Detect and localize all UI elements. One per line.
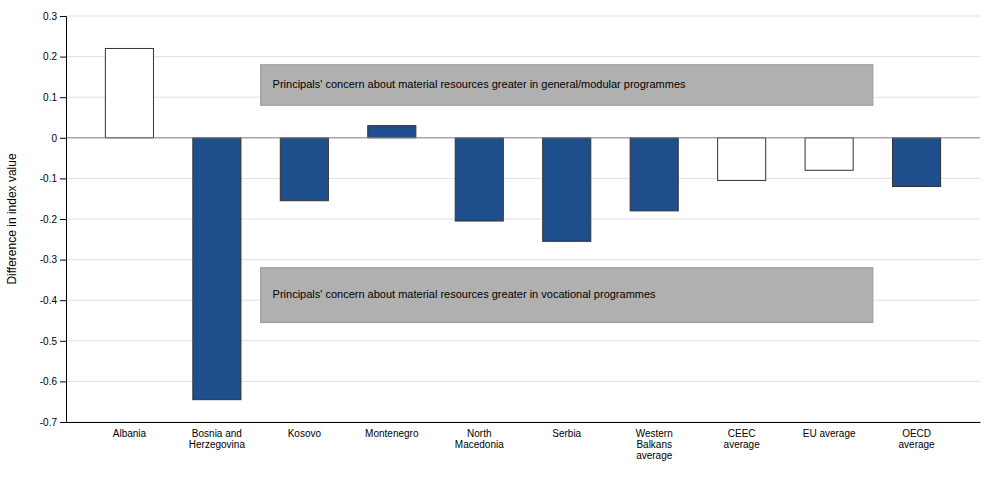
x-tick: NorthMacedonia: [455, 422, 504, 450]
y-tick-label: -0.6: [40, 376, 58, 387]
y-axis-line: [60, 17, 67, 423]
bar: [805, 138, 853, 170]
x-tick-label-line: Macedonia: [455, 439, 504, 450]
x-tick-label-line: Kosovo: [288, 428, 322, 439]
x-tick-label: NorthMacedonia: [455, 428, 504, 450]
grid-line: [66, 422, 980, 423]
y-tick-label: -0.1: [40, 173, 58, 184]
x-tick-label-line: Serbia: [552, 428, 581, 439]
y-tick-mark: [60, 260, 66, 261]
y-tick: -0.1: [40, 173, 66, 184]
y-tick-mark: [60, 16, 66, 17]
y-tick-label: 0.2: [43, 51, 57, 62]
bar: [543, 138, 591, 242]
x-tick: Kosovo: [288, 422, 322, 439]
annotations: Principals' concern about material resou…: [261, 65, 873, 323]
grid-line: [66, 137, 980, 138]
x-tick-label-line: average: [724, 439, 761, 450]
y-tick-label: -0.3: [40, 254, 58, 265]
x-tick-label: Montenegro: [365, 428, 419, 439]
bar: [105, 48, 153, 137]
y-tick: 0.2: [43, 51, 66, 62]
bar: [455, 138, 503, 221]
y-tick: 0: [51, 133, 66, 144]
x-tick-label: WesternBalkansaverage: [636, 428, 673, 461]
bar: [630, 138, 678, 211]
chart: -0.7 -0.6 -0.5 -0.4 -0.3 -0.2 -0.1 0 0.1 0.2 0.3 Al…: [0, 0, 1000, 486]
x-tick: CEECaverage: [724, 422, 761, 450]
x-tick: Bosnia andHerzegovina: [189, 422, 246, 450]
x-tick-label-line: Montenegro: [365, 428, 419, 439]
y-tick: -0.6: [40, 376, 66, 387]
grid: [66, 16, 980, 422]
grid-line: [66, 56, 980, 57]
y-tick: -0.5: [40, 336, 66, 347]
x-axis: Albania Bosnia andHerzegovina Kosovo Monten…: [67, 422, 981, 461]
bar: [280, 138, 328, 201]
x-tick-label-line: North: [467, 428, 491, 439]
x-tick-label-line: Balkans: [636, 439, 672, 450]
y-tick-mark: [60, 138, 66, 139]
y-tick-label: 0.1: [43, 92, 57, 103]
x-tick-label: EU average: [803, 428, 856, 439]
bar: [368, 126, 416, 138]
x-tick-label: Kosovo: [288, 428, 322, 439]
x-tick-label-line: CEEC: [728, 428, 756, 439]
x-tick: Albania: [113, 422, 147, 439]
y-tick-mark: [60, 57, 66, 58]
zero-line: [66, 137, 980, 138]
x-tick-label-line: average: [899, 439, 936, 450]
y-tick-label: 0.3: [43, 11, 57, 22]
y-tick-label: -0.2: [40, 214, 58, 225]
y-tick-mark: [60, 300, 66, 301]
y-tick-label: 0: [51, 133, 57, 144]
bars: [105, 48, 940, 399]
annotation: Principals' concern about material resou…: [273, 78, 686, 90]
x-tick-label-line: Bosnia and: [192, 428, 242, 439]
bar: [718, 138, 766, 181]
y-tick-label: -0.7: [40, 417, 58, 428]
annotation: Principals' concern about material resou…: [273, 288, 657, 300]
x-tick: WesternBalkansaverage: [636, 422, 673, 461]
y-tick: -0.7: [40, 417, 66, 428]
x-tick-label-line: average: [636, 450, 673, 461]
y-tick-mark: [60, 422, 66, 423]
grid-line: [66, 16, 980, 17]
x-tick-label: OECDaverage: [899, 428, 936, 450]
annotation-box: [261, 268, 873, 323]
y-tick: 0.1: [43, 92, 66, 103]
x-tick-label: Albania: [113, 428, 147, 439]
x-axis-line: [67, 422, 981, 423]
y-axis-title: Difference in index value: [5, 153, 19, 285]
x-tick-label-line: Herzegovina: [189, 439, 246, 450]
x-tick-label-line: Albania: [113, 428, 147, 439]
x-tick: EU average: [803, 422, 856, 439]
y-tick: -0.4: [40, 295, 66, 306]
y-tick-mark: [60, 178, 66, 179]
y-tick: -0.3: [40, 254, 66, 265]
y-tick-mark: [60, 341, 66, 342]
y-tick: 0.3: [43, 11, 66, 22]
x-tick-label-line: Western: [636, 428, 673, 439]
y-axis: -0.7 -0.6 -0.5 -0.4 -0.3 -0.2 -0.1 0 0.1 0.2 0.3: [40, 11, 67, 428]
x-tick-label: Serbia: [552, 428, 581, 439]
x-tick-label-line: EU average: [803, 428, 856, 439]
annotation-box: [261, 65, 873, 106]
x-tick: OECDaverage: [899, 422, 936, 450]
x-tick-label: CEECaverage: [724, 428, 761, 450]
y-tick-mark: [60, 219, 66, 220]
x-tick: Montenegro: [365, 422, 419, 439]
x-tick-label: Bosnia andHerzegovina: [189, 428, 246, 450]
y-tick: -0.2: [40, 214, 66, 225]
y-tick-mark: [60, 97, 66, 98]
y-tick-label: -0.5: [40, 336, 58, 347]
y-tick-label: -0.4: [40, 295, 58, 306]
bar: [193, 138, 241, 400]
bar: [893, 138, 941, 187]
x-tick: Serbia: [552, 422, 581, 439]
x-tick-label-line: OECD: [902, 428, 931, 439]
y-tick-mark: [60, 381, 66, 382]
